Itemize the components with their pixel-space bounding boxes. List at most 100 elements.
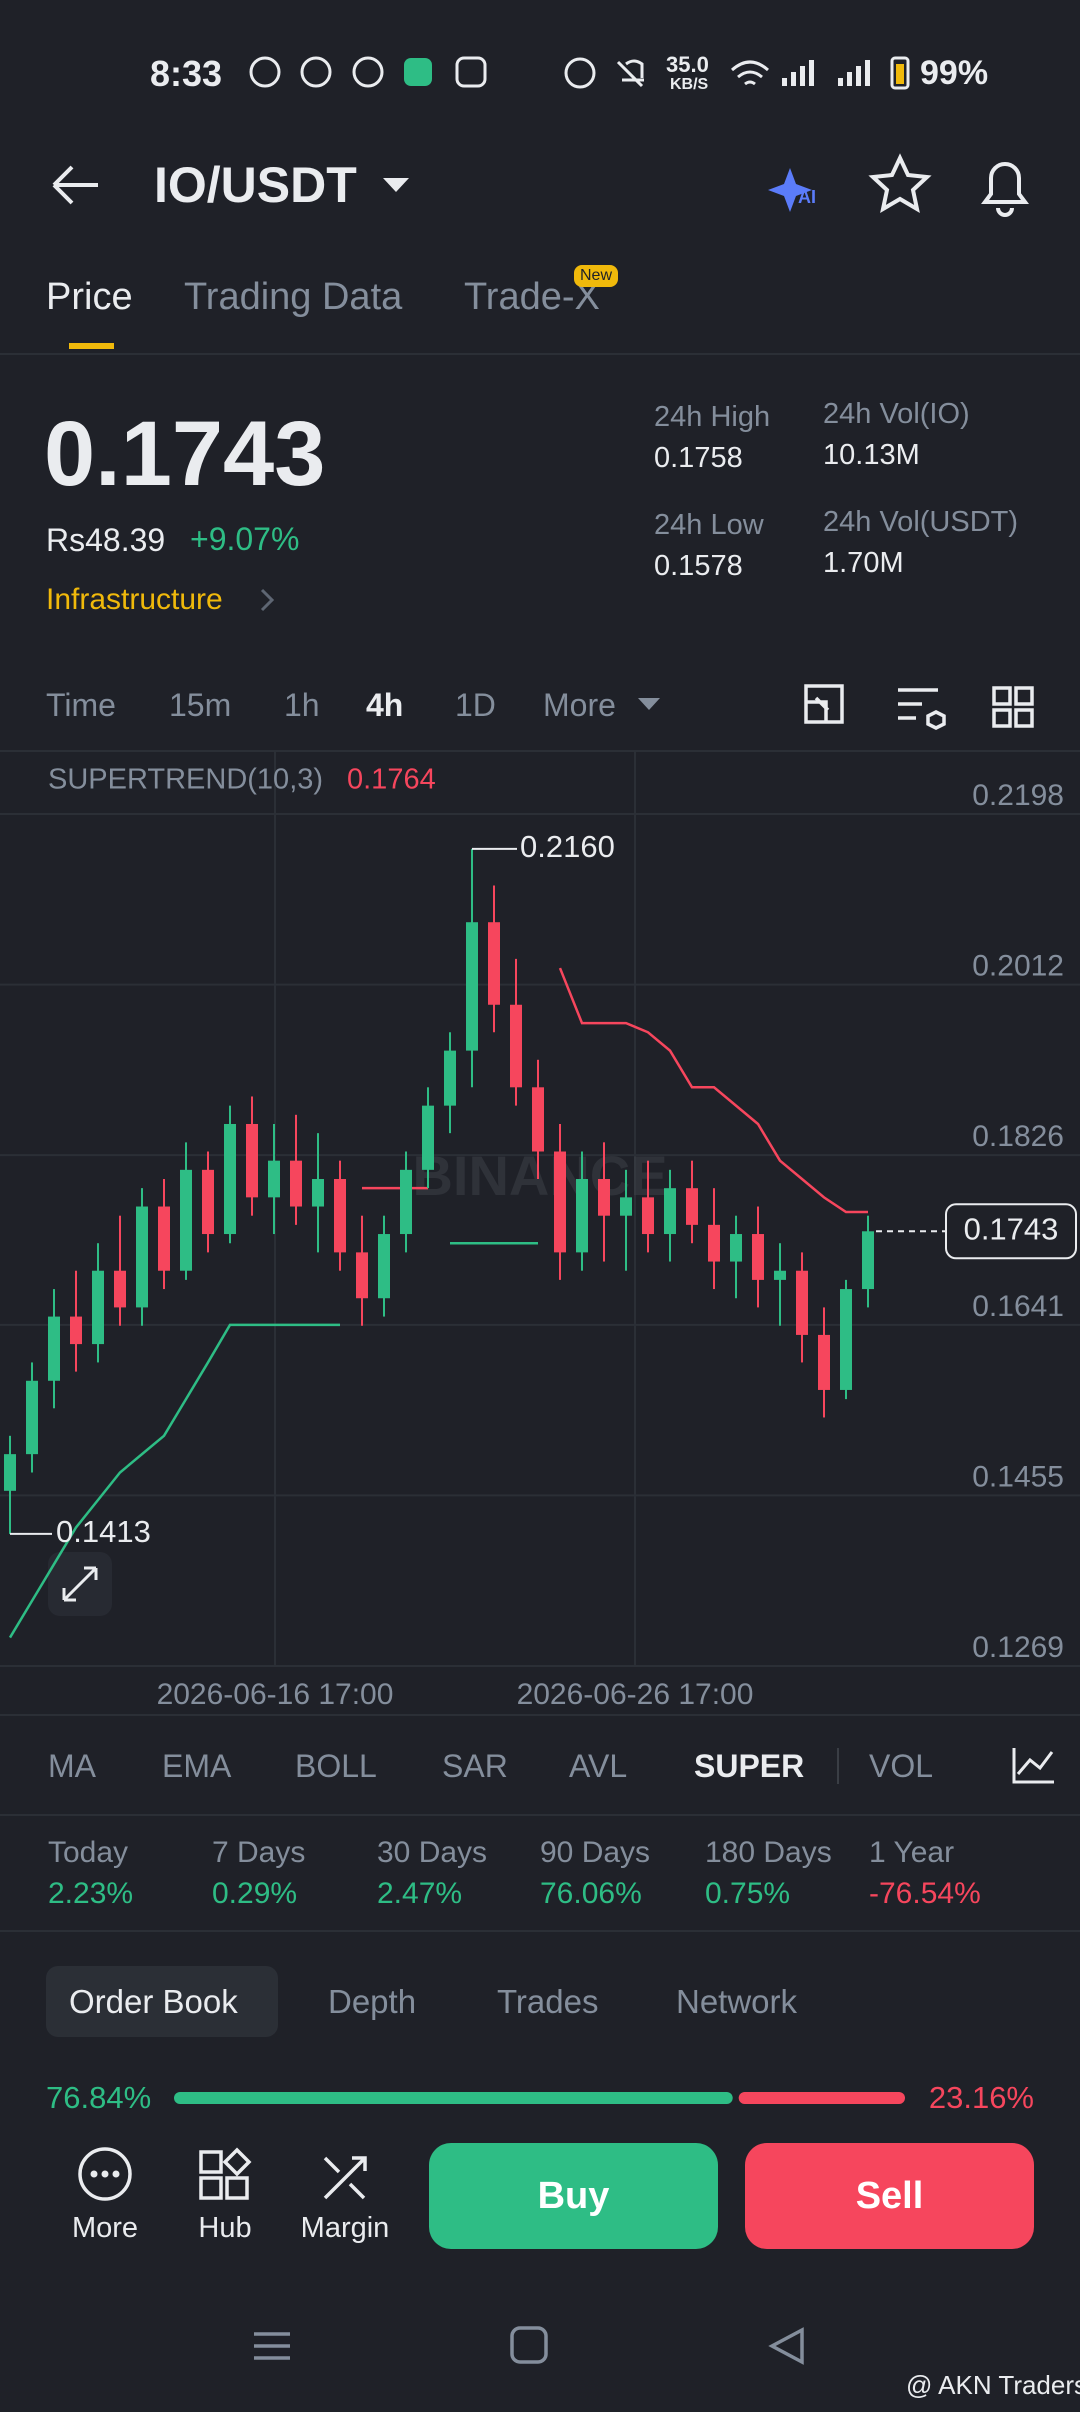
alert-button[interactable] (981, 162, 1029, 217)
action-label[interactable]: Hub (198, 2212, 252, 2244)
sector-tag[interactable]: Infrastructure (46, 583, 223, 616)
candle-body (444, 1050, 456, 1106)
interval[interactable]: 15m (169, 687, 232, 723)
indicator-tab[interactable]: EMA (162, 1748, 232, 1784)
stat-value: 1.70M (823, 547, 904, 579)
favorite-button[interactable] (868, 153, 932, 214)
interval[interactable]: 1h (284, 687, 320, 723)
perf-label: 7 Days (212, 1836, 306, 1869)
chevron (260, 588, 275, 612)
candle-body (268, 1160, 280, 1198)
interval[interactable]: More (543, 687, 616, 723)
candle-body (400, 1169, 412, 1235)
perf-value: 0.75% (705, 1877, 791, 1910)
divider (0, 1714, 1080, 1716)
sell-button[interactable]: Sell (745, 2143, 1034, 2249)
net-unit: KB/S (670, 76, 709, 93)
candle-body (180, 1169, 192, 1271)
stat-label: 24h Vol(IO) (823, 398, 970, 430)
ob-tab-active[interactable]: Order Book (69, 1983, 238, 2020)
fullscreen-tool[interactable] (804, 684, 844, 724)
ai-button[interactable] (768, 168, 812, 212)
divider (0, 750, 1080, 752)
last-price-box (945, 1203, 1077, 1260)
nav-home[interactable] (510, 2326, 548, 2364)
header-icons: AI (52, 153, 1029, 217)
credit-watermark: @ AKN Traders (906, 2370, 1080, 2400)
more-icon[interactable] (78, 2147, 132, 2201)
indicator-tab[interactable]: AVL (569, 1748, 628, 1784)
settings-tool[interactable] (898, 688, 946, 730)
candle-body (620, 1197, 632, 1216)
sell-bar (738, 2092, 905, 2104)
candle-body (532, 1087, 544, 1152)
perf-value: 76.06% (540, 1877, 642, 1910)
candle-body (642, 1197, 654, 1235)
candle-body (114, 1270, 126, 1308)
candle-body (70, 1316, 82, 1345)
candle-body (510, 1004, 522, 1088)
battery: 99% (920, 54, 989, 92)
candle-body (202, 1169, 214, 1235)
tab-active[interactable]: Price (46, 276, 133, 318)
pair-dropdown[interactable] (383, 178, 409, 192)
candle-body (224, 1123, 236, 1235)
margin-icon[interactable] (323, 2156, 367, 2200)
indicator-tab-active[interactable]: SUPER (694, 1748, 805, 1784)
buy-bar (174, 2092, 733, 2104)
tab-indicator (69, 343, 114, 349)
perf-label: 30 Days (377, 1836, 488, 1869)
candle-body (730, 1234, 742, 1262)
supertrend-line (362, 967, 868, 1214)
x-tick-label: 2026-06-26 17:00 (517, 1678, 754, 1711)
ob-tab[interactable]: Depth (328, 1983, 417, 2020)
interval[interactable]: 1D (455, 687, 496, 723)
candle-body (774, 1270, 786, 1280)
layout-tool[interactable] (992, 686, 1034, 728)
indicator-tab[interactable]: SAR (442, 1748, 508, 1784)
ob-tab[interactable]: Trades (497, 1983, 599, 2020)
nav-bar (254, 2326, 804, 2365)
action-label[interactable]: More (71, 2212, 139, 2244)
more-caret (638, 698, 660, 710)
indicator-tab[interactable]: VOL (869, 1748, 934, 1784)
perf-label: Today (48, 1836, 129, 1869)
indicator-value: 0.1764 (347, 764, 436, 796)
high-label: 0.2160 (520, 829, 615, 864)
candle-body (4, 1454, 16, 1491)
buy-button[interactable]: Buy (429, 2143, 718, 2249)
candle-body (246, 1123, 258, 1198)
indicator-tab[interactable]: BOLL (295, 1748, 377, 1784)
low-label: 0.1413 (56, 1514, 151, 1549)
y-tick-label: 0.1269 (972, 1631, 1064, 1664)
nav-recent[interactable] (254, 2332, 290, 2360)
back-button[interactable] (52, 165, 98, 205)
last-price-label: 0.1743 (964, 1211, 1059, 1246)
perf-value: 0.29% (212, 1877, 298, 1910)
candle-body (422, 1105, 434, 1170)
stat-label: 24h High (654, 401, 771, 433)
expand-icon (62, 1566, 98, 1602)
interval-active[interactable]: 4h (366, 687, 404, 723)
supertrend-line (8, 1241, 538, 1639)
action-label[interactable]: Margin (300, 2212, 390, 2244)
divider (0, 1814, 1080, 1816)
indicator-tab[interactable]: MA (48, 1748, 96, 1784)
candle-body (664, 1188, 676, 1235)
stat-label: 24h Vol(USDT) (823, 506, 1019, 538)
y-tick-label: 0.2012 (972, 950, 1064, 983)
pair-title[interactable]: IO/USDT (154, 157, 357, 213)
divider (0, 353, 1080, 355)
ob-tab[interactable]: Network (676, 1983, 798, 2020)
status-time: 8:33 (150, 53, 223, 94)
indicator-settings[interactable] (1010, 1744, 1060, 1788)
divider (0, 1930, 1080, 1932)
candle-body (488, 922, 500, 1005)
interval[interactable]: Time (46, 687, 116, 723)
tab[interactable]: Trading Data (184, 276, 403, 318)
hub-icon[interactable] (199, 2147, 252, 2200)
nav-back[interactable] (768, 2327, 804, 2365)
price-change: +9.07% (190, 521, 300, 557)
candle-body (48, 1316, 60, 1381)
chart-tools (804, 684, 1034, 730)
